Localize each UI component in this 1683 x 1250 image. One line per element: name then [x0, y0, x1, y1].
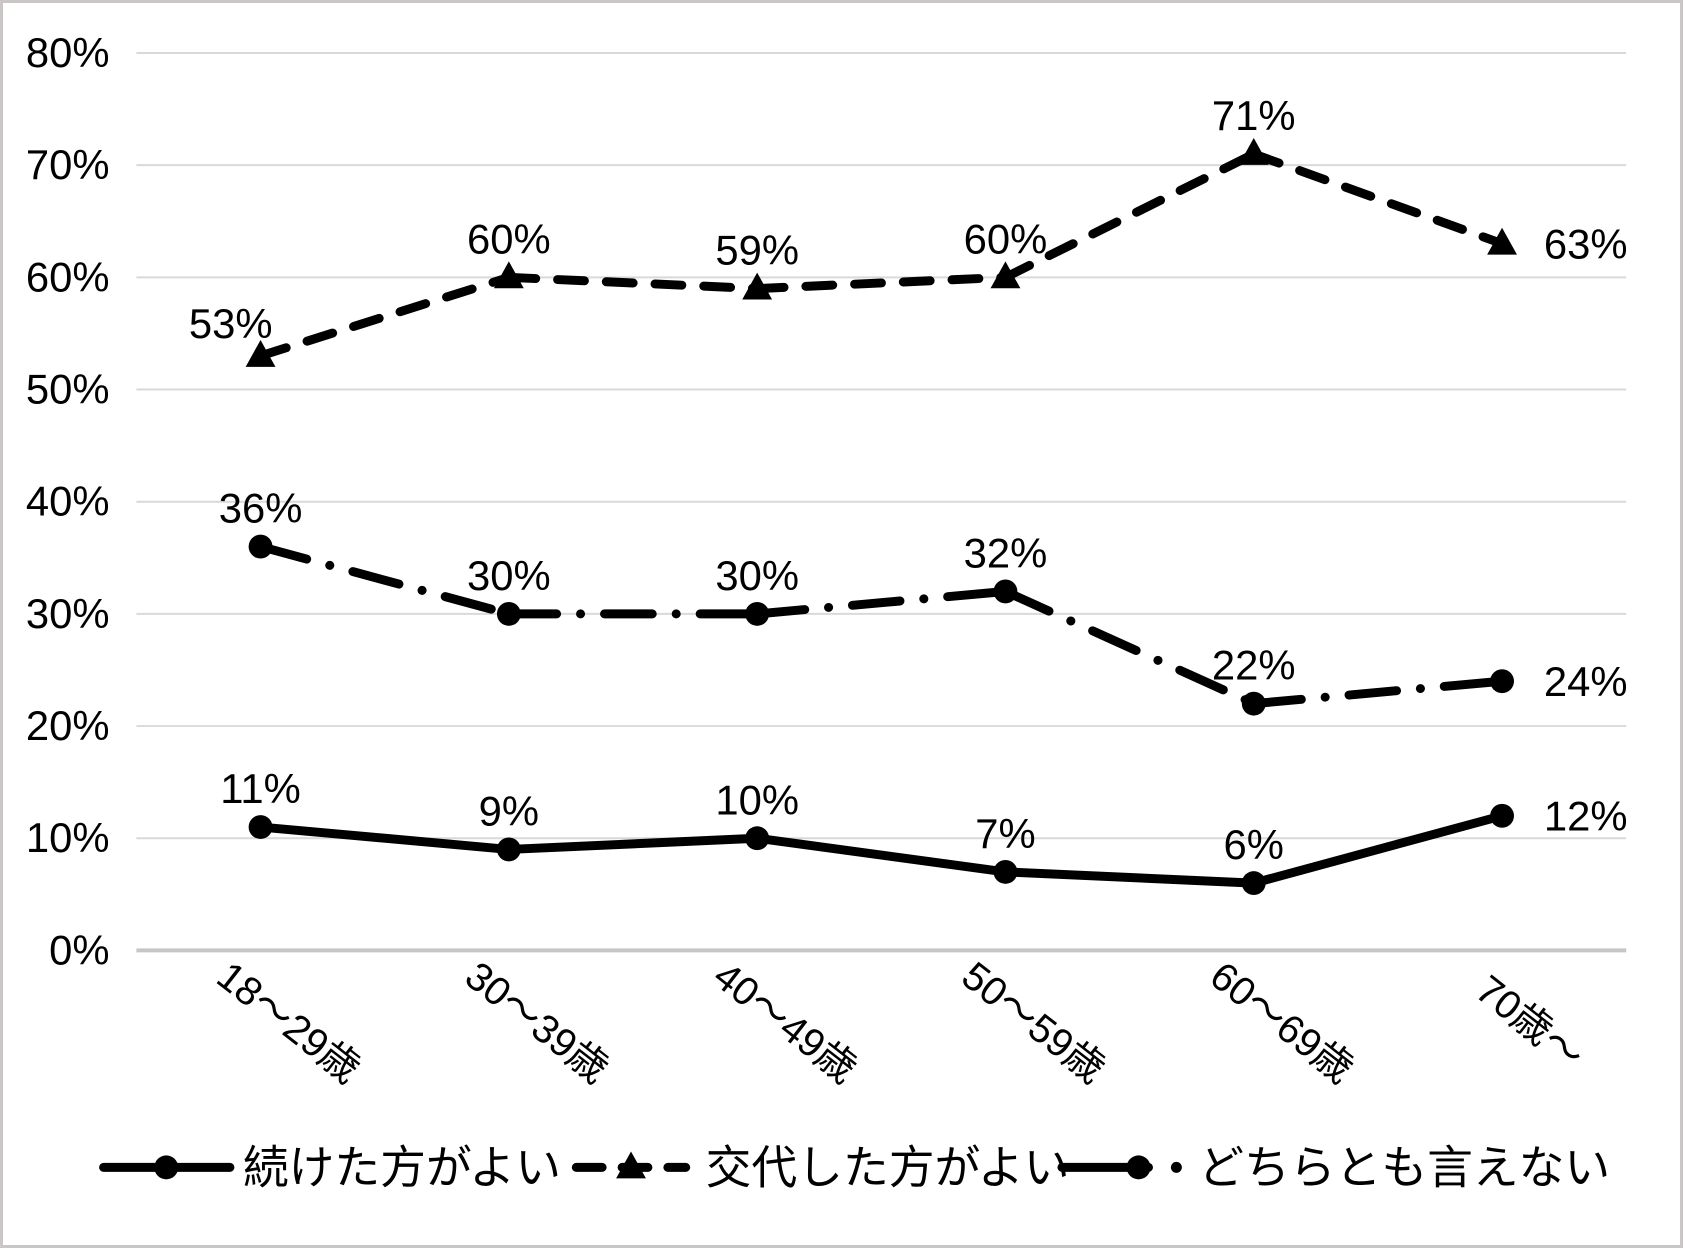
- x-axis-label: 70歳〜: [1468, 967, 1593, 1078]
- y-axis-label: 60%: [26, 253, 110, 300]
- series-1-point-marker-triangle: [1487, 227, 1517, 255]
- data-label: 53%: [189, 300, 273, 347]
- data-label: 30%: [715, 552, 799, 599]
- data-label: 59%: [715, 227, 799, 274]
- legend-swatch-marker-0: [154, 1155, 179, 1180]
- x-axis-label: 30〜39歳: [457, 954, 617, 1092]
- series-1-line-segment: [1249, 149, 1507, 249]
- series-0-line-segment: [504, 833, 762, 854]
- series-2-line-segment: [256, 542, 514, 619]
- series-1-point-marker-triangle: [742, 272, 773, 300]
- y-axis-label: 80%: [26, 29, 110, 76]
- series-1-point-marker-triangle: [990, 261, 1021, 289]
- series-1-line-segment: [504, 272, 762, 294]
- data-label: 22%: [1212, 642, 1296, 689]
- series-1-point-marker-triangle: [245, 339, 276, 367]
- series-0-line-segment: [256, 822, 514, 854]
- legend-swatch-dot: [1170, 1161, 1182, 1173]
- series-0-line-segment: [1249, 811, 1507, 888]
- y-axis-label: 70%: [26, 141, 110, 188]
- series-2-point-marker-circle: [993, 579, 1018, 604]
- series-0-point-marker-circle: [1490, 803, 1515, 828]
- series-0-point-marker-circle: [745, 826, 770, 851]
- data-label: 63%: [1544, 221, 1628, 268]
- data-label: 10%: [715, 776, 799, 823]
- series-0-point-marker-circle: [1241, 871, 1266, 896]
- y-axis-label: 30%: [26, 590, 110, 637]
- legend-label: 交代した方がよい: [706, 1142, 1070, 1193]
- legend-label: 続けた方がよい: [243, 1142, 561, 1193]
- data-label: 24%: [1544, 658, 1628, 705]
- series-1-point-marker-triangle: [1238, 138, 1269, 165]
- x-axis-label: 18〜29歳: [209, 954, 369, 1092]
- data-label: 71%: [1212, 92, 1296, 139]
- series-2-line-segment: [752, 586, 1010, 619]
- x-axis-label: 50〜59歳: [954, 954, 1114, 1092]
- data-label: 7%: [975, 810, 1035, 857]
- series-1-point-marker-triangle: [493, 261, 524, 289]
- series-2-point-marker-circle: [1241, 691, 1266, 716]
- age-opinion-line-chart: 0% 10% 20% 30% 40% 50% 60% 70% 80% 18〜29歳 30〜39歳 40…: [26, 29, 1628, 1193]
- data-label: 36%: [219, 485, 303, 532]
- legend-swatch-marker-2: [1126, 1155, 1151, 1180]
- legend-label: どちらとも言えない: [1198, 1142, 1610, 1193]
- data-label: 12%: [1544, 793, 1628, 840]
- data-label: 60%: [467, 215, 551, 262]
- series-0-line-segment: [752, 833, 1010, 877]
- y-axis-label: 40%: [26, 478, 110, 525]
- x-axis-label: 60〜69歳: [1202, 954, 1362, 1092]
- series-0-point-marker-circle: [248, 815, 273, 839]
- data-label: 30%: [467, 552, 551, 599]
- series-1-line-segment: [1000, 149, 1259, 282]
- series-2-line-segment: [1000, 586, 1259, 709]
- series-0-line-segment: [1000, 867, 1259, 888]
- series-1-line-segment: [752, 272, 1010, 294]
- data-label: 32%: [964, 530, 1048, 577]
- data-label: 6%: [1224, 821, 1284, 868]
- series-1-line-segment: [256, 272, 514, 361]
- data-label: 11%: [220, 765, 301, 812]
- data-label: 9%: [479, 788, 539, 835]
- series-2-point-marker-circle: [1490, 669, 1515, 694]
- series-2-point-marker-circle: [248, 534, 273, 559]
- series-2-point-marker-circle: [745, 601, 770, 626]
- y-axis-label: 20%: [26, 702, 110, 749]
- series-0-point-marker-circle: [496, 837, 521, 862]
- series-2-point-marker-circle: [496, 601, 521, 626]
- y-axis-label: 50%: [26, 365, 110, 412]
- y-axis-label: 0%: [49, 926, 109, 973]
- legend-swatch-marker-1: [616, 1151, 646, 1179]
- series-2-line-segment: [1249, 676, 1507, 709]
- data-label: 60%: [964, 215, 1048, 262]
- x-axis-label: 40〜49歳: [705, 954, 865, 1092]
- series-0-point-marker-circle: [993, 859, 1018, 884]
- y-axis-label: 10%: [26, 814, 110, 861]
